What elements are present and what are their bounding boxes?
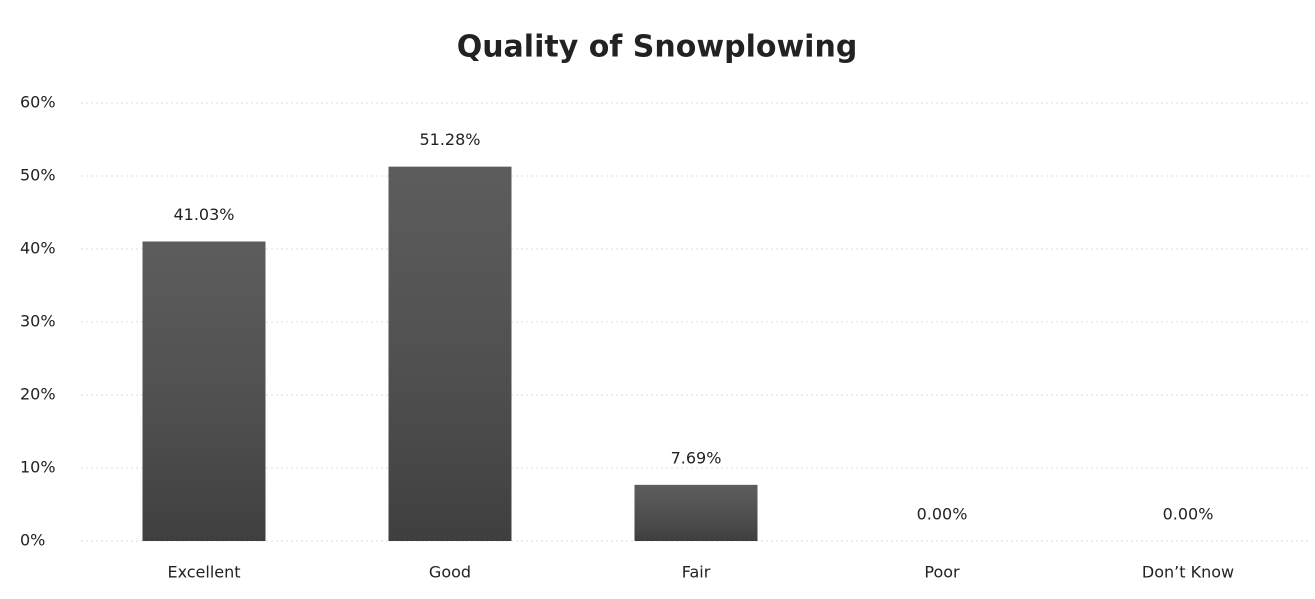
y-tick-label: 10% [20,458,56,477]
y-tick-label: 0% [20,531,45,550]
x-tick-label: Excellent [167,563,240,582]
x-tick-label: Fair [682,563,711,582]
x-tick-label: Good [429,563,471,582]
x-tick-label: Don’t Know [1142,563,1234,582]
bar-shade [634,484,758,541]
bar-shade [388,166,512,541]
y-tick-label: 50% [20,166,56,185]
y-tick-label: 40% [20,239,56,258]
chart-title: Quality of Snowplowing [457,30,858,65]
data-label: 0.00% [1163,505,1214,524]
data-label: 0.00% [917,505,968,524]
y-tick-label: 20% [20,385,56,404]
data-label: 41.03% [173,205,234,224]
y-tick-label: 60% [20,93,56,112]
y-tick-label: 30% [20,312,56,331]
data-label: 51.28% [419,130,480,149]
bar-shade [142,241,266,541]
x-tick-label: Poor [924,563,960,582]
data-label: 7.69% [671,448,722,467]
